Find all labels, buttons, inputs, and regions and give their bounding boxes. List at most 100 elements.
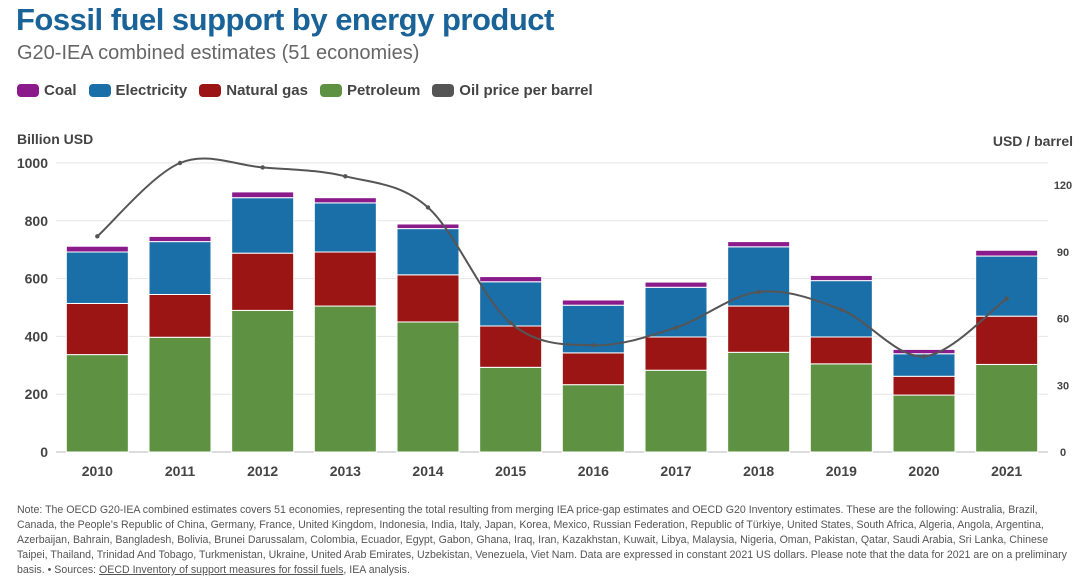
legend: Coal Electricity Natural gas Petroleum O… [17,82,605,99]
oil-price-point [921,354,927,359]
legend-swatch-coal [17,84,39,97]
y2-tick-label: 0 [1060,447,1066,459]
legend-item-electricity[interactable]: Electricity [88,82,188,99]
y-tick-label: 1000 [17,155,48,171]
bar-coal [975,249,1039,257]
bar-electricity [65,251,129,304]
legend-label-oil-price: Oil price per barrel [459,82,593,99]
bar-petroleum [231,309,295,453]
chart-subtitle: G20-IEA combined estimates (51 economies… [17,42,420,64]
bar-coal [892,348,956,355]
bar-electricity [975,255,1039,317]
y-tick-label: 0 [40,444,48,460]
x-tick-label: 2018 [743,463,774,479]
bar-petroleum [479,366,543,453]
chart-svg: Billion USD USD / barrel02004006008001000… [17,131,1073,479]
oil-price-point [425,205,431,210]
bar-natural-gas [644,336,708,371]
oil-price-point [591,343,596,348]
bar-petroleum [809,363,873,453]
y2-tick-label: 30 [1057,380,1069,392]
footnote-tail: , IEA analysis. [343,564,410,576]
y2-tick-label: 90 [1057,247,1069,259]
oil-price-point [95,234,100,239]
bar-coal [313,197,377,204]
legend-item-oil-price[interactable]: Oil price per barrel [432,82,593,99]
y-tick-label: 400 [25,328,49,344]
oil-price-point [343,174,348,179]
oil-price-point [1004,296,1009,301]
bar-natural-gas [231,252,295,311]
bar-natural-gas [65,302,129,356]
x-tick-label: 2010 [82,463,113,479]
oil-price-point [177,160,183,166]
footnote-text: Note: The OECD G20-IEA combined estimate… [17,504,1067,576]
bar-natural-gas [148,293,212,338]
y-tick-label: 600 [25,271,49,287]
x-tick-label: 2011 [165,463,196,479]
bar-coal [148,235,212,243]
bar-petroleum [727,351,791,453]
x-tick-label: 2015 [495,463,526,479]
y2-tick-label: 60 [1057,314,1069,326]
bar-petroleum [892,394,956,453]
bar-coal [479,276,543,283]
bar-natural-gas [809,336,873,365]
source-link[interactable]: OECD Inventory of support measures for f… [99,564,344,576]
bar-petroleum [148,336,212,453]
legend-label-natural-gas: Natural gas [226,82,308,99]
bar-natural-gas [561,352,625,386]
bar-coal [65,245,129,253]
bar-coal [231,191,295,199]
legend-swatch-natural-gas [199,84,222,97]
oil-price-line [96,157,1008,358]
bar-electricity [231,197,295,254]
oil-price-point [673,325,679,330]
legend-swatch-oil-price [432,84,455,97]
bar-natural-gas [727,305,791,353]
x-tick-label: 2016 [578,463,609,479]
bar-natural-gas [396,274,460,323]
oil-price-point [508,320,513,326]
y-axis-title: Billion USD [17,131,93,147]
footnote: Note: The OECD G20-IEA combined estimate… [17,503,1067,578]
legend-item-natural-gas[interactable]: Natural gas [199,82,308,99]
bar-coal [396,223,460,230]
legend-item-petroleum[interactable]: Petroleum [319,82,421,99]
bar-petroleum [644,369,708,453]
oil-price-point [839,307,844,312]
bar-natural-gas [975,315,1039,365]
bar-coal [561,299,625,306]
bar-coal [809,274,873,282]
x-tick-label: 2019 [826,463,857,479]
y-tick-label: 200 [25,386,49,402]
oil-price-point [260,165,265,170]
legend-label-coal: Coal [44,82,77,99]
bar-natural-gas [313,251,377,307]
x-tick-label: 2012 [247,463,278,479]
x-tick-label: 2017 [660,463,691,479]
x-tick-label: 2020 [908,463,939,479]
bar-natural-gas [892,375,956,396]
x-tick-label: 2013 [330,463,361,479]
legend-label-petroleum: Petroleum [346,82,421,99]
bar-coal [644,281,708,288]
bar-petroleum [396,321,460,453]
bar-electricity [148,241,212,295]
y2-axis-title: USD / barrel [993,133,1073,149]
bar-petroleum [65,354,129,453]
bar-electricity [396,228,460,276]
bar-petroleum [975,363,1039,453]
y2-tick-label: 120 [1054,180,1072,192]
legend-item-coal[interactable]: Coal [17,82,77,99]
chart-title: Fossil fuel support by energy product [16,2,554,37]
bar-electricity [313,202,377,253]
legend-label-electricity: Electricity [115,82,188,99]
bar-petroleum [313,305,377,453]
bar-coal [727,241,791,248]
bar-petroleum [561,384,625,453]
bar-natural-gas [479,325,543,368]
y-tick-label: 800 [25,213,49,229]
legend-swatch-petroleum [319,84,342,97]
bar-electricity [479,281,543,327]
